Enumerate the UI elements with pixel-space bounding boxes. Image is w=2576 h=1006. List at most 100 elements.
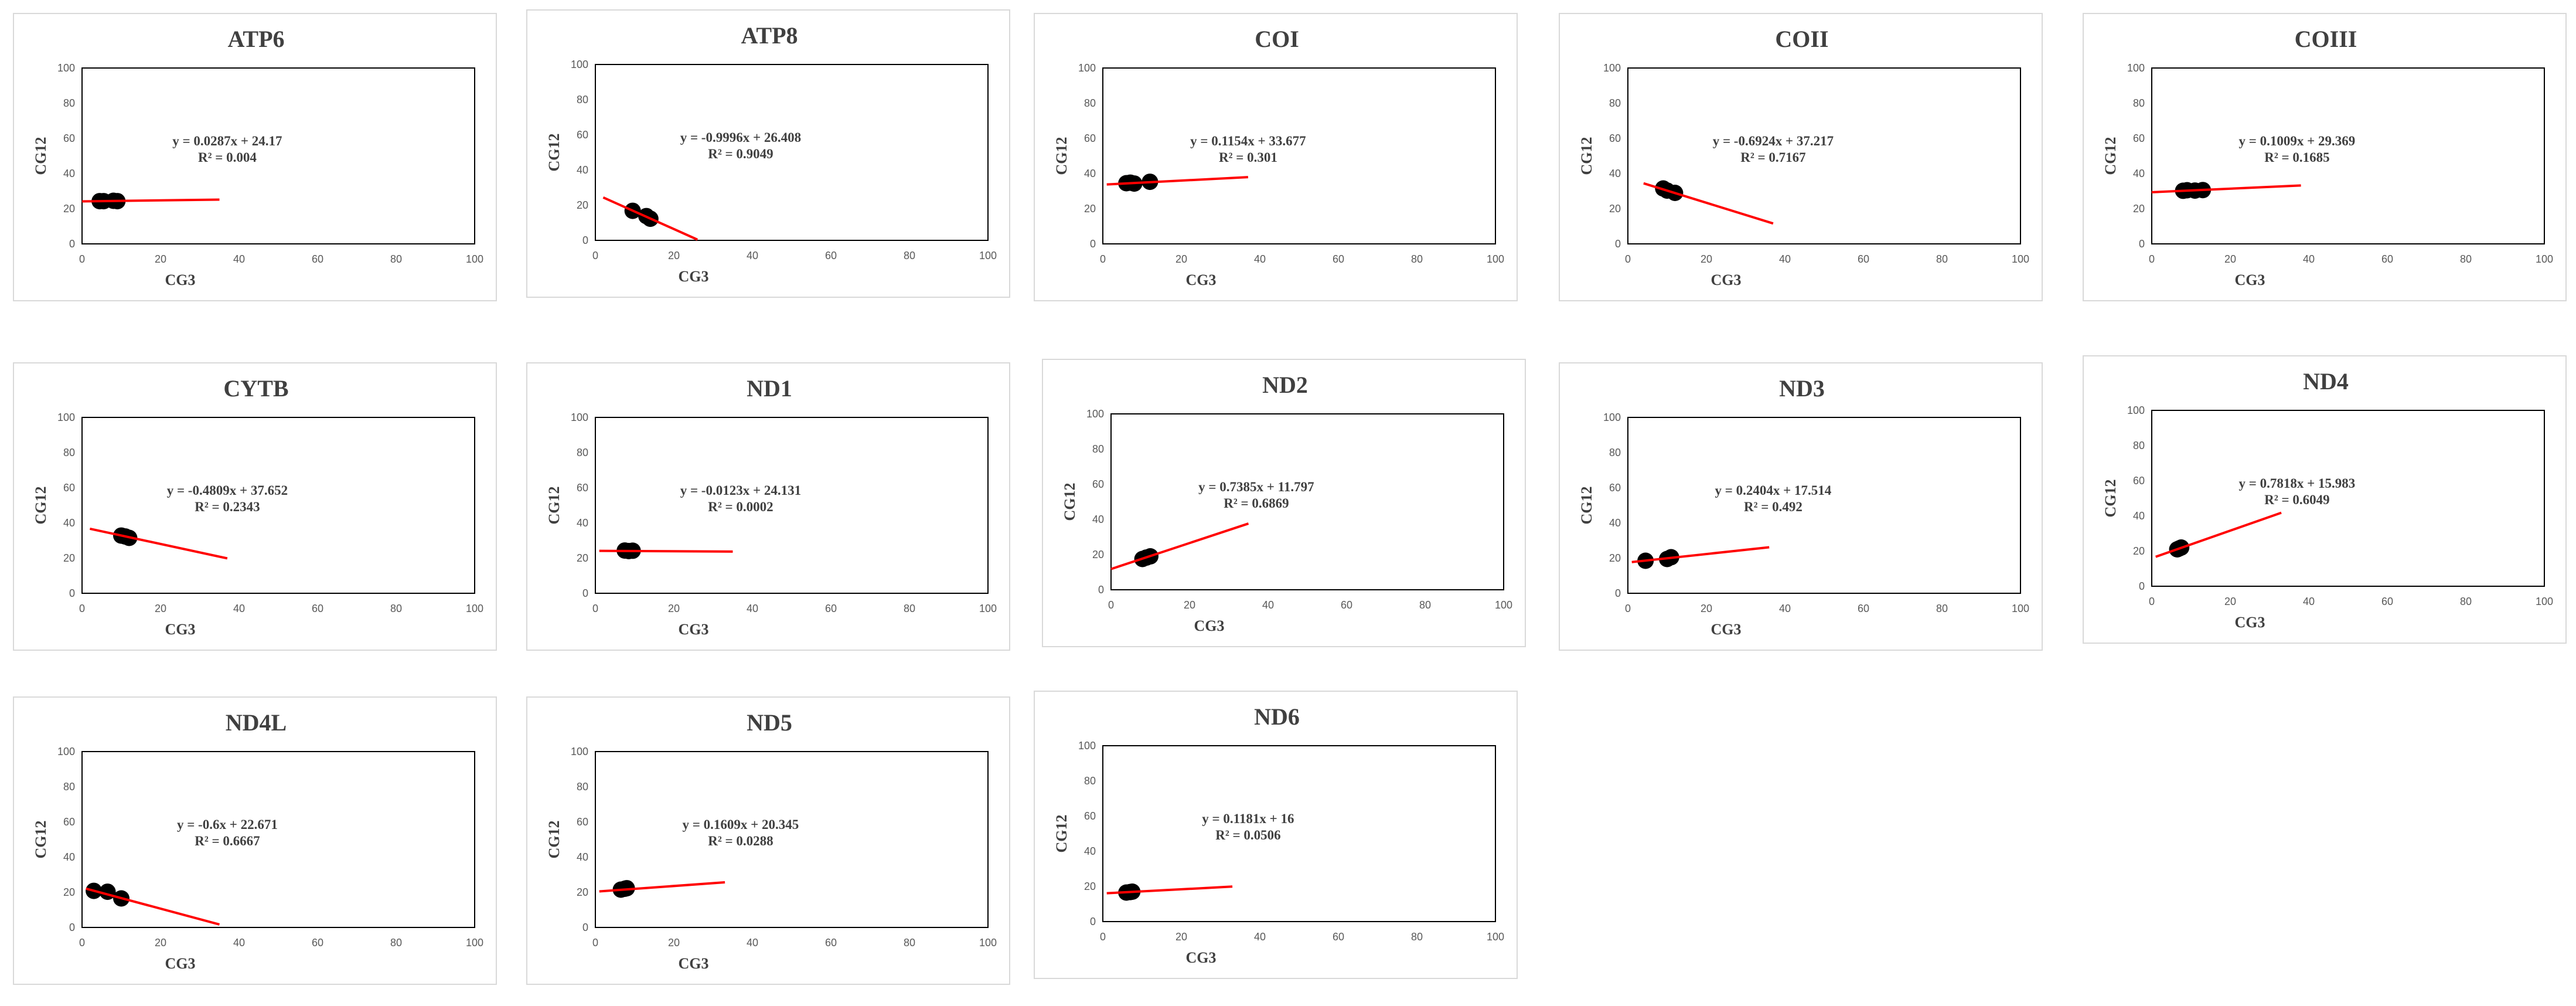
x-tick-label: 100 (1487, 931, 1504, 943)
y-tick-label: 100 (1603, 412, 1621, 423)
y-tick-label: 0 (1615, 238, 1621, 250)
y-tick-label: 100 (571, 59, 588, 70)
x-tick-label: 100 (979, 250, 997, 261)
y-tick-label: 60 (63, 132, 75, 144)
chart-panel-nd1: ND1 0 20 40 60 80 100 0 20 40 60 80 100 CG3 CG12 y = -0… (526, 362, 1010, 651)
y-tick-label: 40 (2133, 510, 2145, 522)
x-tick-label: 80 (390, 603, 402, 614)
chart-svg: COI 0 20 40 60 80 100 0 20 40 60 80 100 CG3 CG12 y = 0.… (1053, 26, 1504, 288)
x-axis-label: CG3 (165, 955, 196, 972)
plot-frame (1102, 745, 1496, 922)
x-tick-label: 60 (825, 603, 837, 614)
y-tick-label: 100 (57, 412, 75, 423)
y-tick-label: 80 (63, 97, 75, 109)
x-tick-label: 0 (2149, 253, 2155, 265)
plot-frame (595, 64, 989, 241)
y-tick-label: 100 (1603, 62, 1621, 74)
x-tick-label: 0 (79, 603, 85, 614)
x-tick-label: 0 (1100, 931, 1106, 943)
trend-equation: y = 0.1009x + 29.369 (2239, 134, 2356, 148)
x-tick-label: 80 (2460, 596, 2472, 607)
y-tick-label: 40 (577, 164, 588, 176)
chart-panel-nd2: ND2 0 20 40 60 80 100 0 20 40 60 80 100 CG3 CG12 y = 0.… (1042, 359, 1526, 647)
y-tick-label: 60 (577, 129, 588, 141)
x-axis-label: CG3 (1186, 271, 1217, 288)
trend-r-squared: R² = 0.0288 (708, 834, 773, 848)
y-tick-label: 80 (577, 94, 588, 106)
chart-svg: ND5 0 20 40 60 80 100 0 20 40 60 80 100 CG3 CG12 y = 0.… (546, 709, 997, 972)
chart-title: ND5 (747, 709, 792, 736)
plot-frame (2151, 410, 2545, 587)
x-tick-label: 40 (233, 603, 245, 614)
trend-equation: y = -0.6924x + 37.217 (1713, 134, 1834, 148)
y-tick-label: 40 (63, 168, 75, 179)
y-axis-label: CG12 (32, 487, 49, 525)
trend-equation: y = -0.4809x + 37.652 (167, 483, 288, 498)
x-tick-label: 100 (466, 937, 483, 949)
plot-frame (2151, 67, 2545, 244)
y-tick-label: 80 (2133, 97, 2145, 109)
y-tick-label: 0 (1090, 916, 1096, 927)
x-tick-label: 40 (233, 253, 245, 265)
y-tick-label: 20 (63, 203, 75, 215)
y-axis-label: CG12 (32, 137, 49, 175)
trend-equation: y = 0.1609x + 20.345 (683, 817, 799, 832)
x-tick-label: 80 (904, 937, 915, 949)
x-tick-label: 20 (155, 937, 166, 949)
y-tick-label: 60 (2133, 475, 2145, 487)
trend-line (1631, 546, 1770, 563)
y-tick-label: 100 (1086, 408, 1104, 420)
y-tick-label: 0 (582, 922, 588, 933)
chart-title: ND1 (747, 375, 792, 402)
y-tick-label: 20 (577, 552, 588, 564)
x-axis-label: CG3 (679, 955, 709, 972)
y-tick-label: 20 (577, 886, 588, 898)
x-tick-label: 40 (1779, 253, 1791, 265)
x-tick-label: 40 (747, 250, 758, 261)
y-tick-label: 60 (1609, 482, 1621, 494)
x-tick-label: 20 (155, 603, 166, 614)
x-tick-label: 100 (979, 603, 997, 614)
chart-title: ND3 (1779, 375, 1825, 402)
y-tick-label: 0 (1615, 587, 1621, 599)
trend-r-squared: R² = 0.0506 (1215, 828, 1280, 842)
y-tick-label: 60 (1084, 132, 1096, 144)
trend-line (602, 196, 698, 241)
x-tick-label: 20 (1175, 253, 1187, 265)
y-tick-label: 80 (1084, 775, 1096, 787)
y-tick-label: 100 (57, 746, 75, 757)
y-tick-label: 80 (63, 781, 75, 793)
trend-r-squared: R² = 0.492 (1744, 499, 1802, 514)
plot-frame (595, 417, 989, 594)
y-tick-label: 0 (2139, 580, 2145, 592)
chart-title: ATP8 (741, 22, 798, 49)
y-tick-label: 40 (63, 851, 75, 863)
x-tick-label: 80 (904, 250, 915, 261)
y-tick-label: 100 (1078, 62, 1096, 74)
x-axis-label: CG3 (2235, 271, 2265, 288)
x-axis-label: CG3 (2235, 614, 2265, 631)
y-tick-label: 40 (1092, 514, 1104, 525)
x-tick-label: 0 (1625, 253, 1631, 265)
x-tick-label: 60 (825, 937, 837, 949)
y-tick-label: 40 (2133, 168, 2145, 179)
x-tick-label: 60 (1341, 599, 1352, 611)
x-tick-label: 20 (668, 937, 680, 949)
chart-svg: ATP6 0 20 40 60 80 100 0 20 40 60 80 100 CG3 CG12 y = 0… (32, 26, 483, 288)
y-tick-label: 100 (2127, 405, 2145, 416)
y-tick-label: 20 (1609, 203, 1621, 215)
trend-line (1110, 522, 1249, 570)
x-tick-label: 60 (825, 250, 837, 261)
x-tick-label: 20 (2224, 253, 2236, 265)
x-tick-label: 40 (747, 937, 758, 949)
chart-title: ATP6 (227, 26, 284, 52)
x-tick-label: 80 (1936, 603, 1948, 614)
chart-svg: COIII 0 20 40 60 80 100 0 20 40 60 80 100 CG3 CG12 y = … (2102, 26, 2553, 288)
x-tick-label: 0 (79, 253, 85, 265)
y-tick-label: 40 (63, 517, 75, 529)
y-tick-label: 0 (69, 238, 75, 250)
x-tick-label: 80 (1936, 253, 1948, 265)
trend-line (2151, 184, 2301, 193)
y-tick-label: 60 (1092, 478, 1104, 490)
x-axis-label: CG3 (1186, 949, 1217, 966)
